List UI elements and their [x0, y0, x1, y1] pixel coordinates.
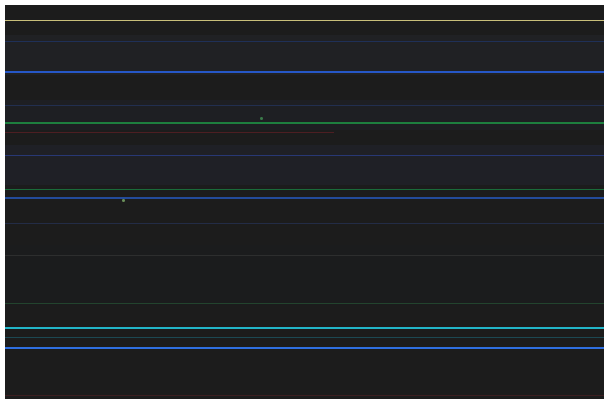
scan-line: [5, 105, 604, 106]
scan-line: [5, 303, 604, 304]
speck: [260, 117, 263, 120]
striped-display: [5, 5, 604, 399]
scan-line: [5, 122, 604, 124]
scan-line: [5, 71, 604, 73]
dark-band: [5, 145, 604, 185]
scan-line: [5, 20, 604, 21]
scan-line: [5, 327, 604, 329]
scan-line: [5, 197, 604, 199]
scan-line: [5, 155, 604, 156]
scan-line: [5, 347, 604, 349]
dark-band: [5, 245, 604, 305]
scan-line: [5, 223, 604, 224]
scan-line: [5, 395, 604, 396]
scan-line: [5, 255, 604, 256]
scan-line: [5, 41, 604, 42]
scan-line: [5, 337, 604, 338]
scan-line: [5, 132, 335, 133]
scan-line: [5, 189, 604, 190]
speck: [122, 199, 125, 202]
